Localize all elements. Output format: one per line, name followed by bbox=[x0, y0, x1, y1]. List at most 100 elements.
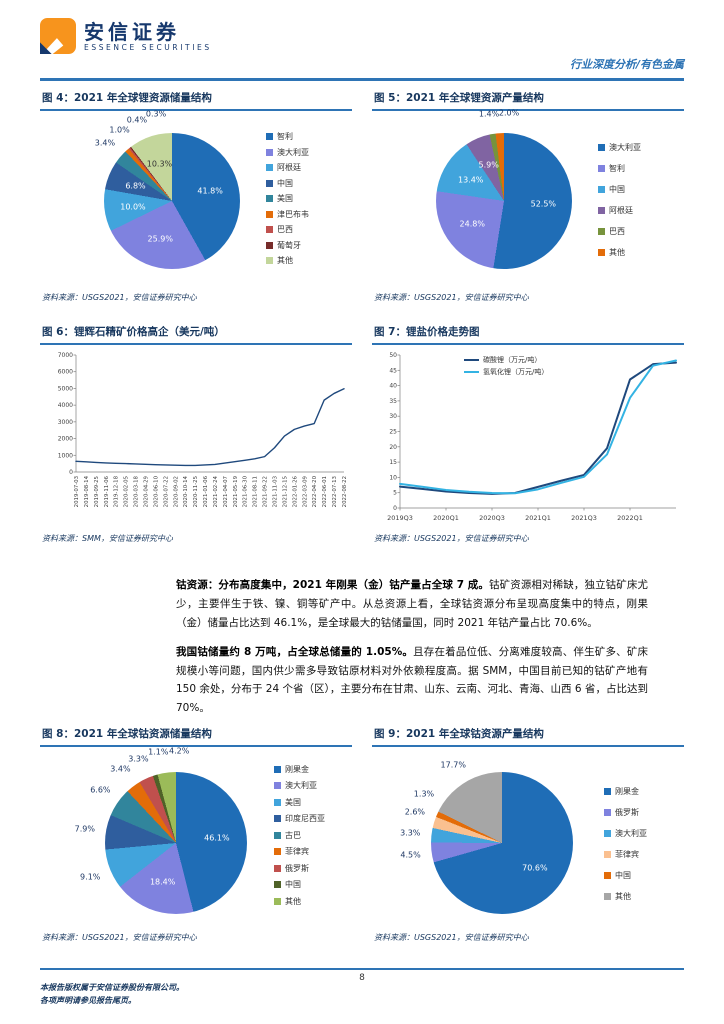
legend-item: 中国 bbox=[598, 179, 641, 200]
legend-item: 中国 bbox=[274, 877, 325, 894]
legend-label: 碳酸锂（万元/吨） bbox=[483, 356, 542, 364]
fig8-legend: 刚果金 澳大利亚 美国 印度尼西亚 古巴 菲律宾 俄罗斯 中国 其他 bbox=[274, 761, 325, 910]
axis-tick-label: 2022-01-26 bbox=[292, 475, 298, 507]
figure-5-title: 图 5：2021 年全球锂资源产量结构 bbox=[372, 88, 684, 111]
series-line bbox=[399, 359, 677, 495]
pie-slice-label: 24.8% bbox=[459, 219, 485, 229]
footer-line-2: 各项声明请参见报告尾页。 bbox=[40, 995, 136, 1005]
brand-block: 安信证券 ESSENCE SECURITIES bbox=[40, 18, 212, 54]
brand-name-en: ESSENCE SECURITIES bbox=[84, 42, 212, 52]
figure-8-pie-chart: 46.1% 18.4% 9.1% 7.9% 6.6% 3.4% 3.3% 1.1% 4.2% 刚果… bbox=[40, 746, 352, 929]
legend-item: 澳大利亚 bbox=[266, 145, 309, 161]
legend-item: 其他 bbox=[598, 242, 641, 263]
axis-tick-label: 2020Q1 bbox=[433, 514, 459, 522]
axis-tick-label: 2019-12-18 bbox=[114, 475, 120, 507]
pie-slice-label: 6.8% bbox=[125, 181, 146, 191]
axis-tick-label: 2019-07-03 bbox=[74, 476, 80, 507]
figure-6-block: 图 6：锂辉石精矿价格高企（美元/吨） 0 1000 2000 3000 4000 500… bbox=[40, 322, 352, 544]
legend-swatch-icon bbox=[266, 195, 273, 203]
legend-swatch-icon bbox=[598, 207, 605, 214]
essence-securities-logo-icon bbox=[40, 18, 76, 54]
pie-slice-label: 3.4% bbox=[94, 138, 116, 148]
legend-item: 刚果金 bbox=[604, 781, 647, 802]
figure-5-pie-chart: 52.5% 24.8% 13.4% 5.9% 1.4% 2.0% 澳大利亚 智利 中国 阿根廷 巴西… bbox=[372, 108, 684, 289]
legend-label: 其他 bbox=[277, 256, 293, 266]
legend-swatch-icon bbox=[598, 186, 605, 193]
paragraph-lead: 我国钴储量约 8 万吨，占全球总储量的 1.05%。 bbox=[176, 645, 414, 658]
legend-item: 美国 bbox=[266, 191, 309, 207]
figure-9-pie-chart: 70.6% 4.5% 3.3% 2.6% 1.3% 17.7% 刚果金 俄罗斯 澳大利亚 菲律宾中… bbox=[372, 747, 684, 929]
legend-item: 其他 bbox=[604, 886, 647, 907]
legend-item: 刚果金 bbox=[274, 761, 325, 778]
pie-slice-label: 1.1% bbox=[148, 747, 169, 757]
figure-7-source: 资料来源：USGS2021，安信证券研究中心 bbox=[374, 534, 529, 543]
legend-label: 印度尼西亚 bbox=[285, 814, 325, 824]
legend-label: 氢氧化锂（万元/吨） bbox=[483, 368, 549, 376]
footer-divider bbox=[40, 968, 684, 970]
legend-swatch-icon bbox=[266, 257, 273, 265]
axis-tick-label: 5 bbox=[393, 490, 397, 497]
legend-swatch-icon bbox=[266, 179, 273, 187]
axis-tick-label: 10 bbox=[389, 474, 397, 481]
axis-tick-label: 2022-06-01 bbox=[322, 476, 328, 507]
axis-tick-label: 2021-05-19 bbox=[233, 475, 239, 507]
fig8-pie bbox=[105, 772, 247, 914]
axis-tick-label: 45 bbox=[389, 367, 397, 374]
legend-item: 澳大利亚 bbox=[598, 137, 641, 158]
figure-7-title: 图 7：锂盐价格走势图 bbox=[372, 322, 684, 345]
legend-swatch-icon bbox=[604, 788, 611, 795]
legend-label: 智利 bbox=[609, 164, 625, 173]
legend-swatch-icon bbox=[266, 226, 273, 234]
legend-swatch-icon bbox=[274, 798, 281, 806]
axis-tick-label: 4000 bbox=[58, 402, 73, 409]
fig5-pie bbox=[436, 133, 572, 269]
legend-item: 巴西 bbox=[266, 222, 309, 238]
axis-tick-label: 20 bbox=[389, 444, 397, 451]
legend-label: 刚果金 bbox=[285, 764, 309, 774]
axis-tick-label: 2021-06-30 bbox=[243, 475, 249, 507]
pie-slice-label: 1.0% bbox=[109, 125, 130, 135]
axis-tick-label: 0 bbox=[69, 469, 73, 476]
legend-item: 澳大利亚 bbox=[604, 823, 647, 844]
pie-slice-label: 25.9% bbox=[147, 234, 173, 244]
axis-tick-label: 2021Q1 bbox=[525, 514, 551, 522]
legend-swatch-icon bbox=[598, 144, 605, 151]
legend-item: 碳酸锂（万元/吨） bbox=[464, 355, 548, 365]
axis-tick-label: 2020-04-29 bbox=[143, 475, 149, 507]
footer-disclaimer: 本报告版权属于安信证券股份有限公司。 各项声明请参见报告尾页。 bbox=[40, 982, 184, 1008]
legend-item: 俄罗斯 bbox=[604, 802, 647, 823]
legend-item: 葡萄牙 bbox=[266, 238, 309, 254]
pie-slice-label: 7.9% bbox=[74, 824, 95, 834]
pie-slice-label: 18.4% bbox=[149, 877, 176, 887]
pie-slice-label: 17.7% bbox=[440, 760, 466, 770]
page-number: 8 bbox=[359, 973, 365, 983]
figure-7-line-chart: 0 5 10 15 20 25 30 35 40 45 50 2019Q3 2020Q1 2020Q3 20… bbox=[372, 345, 684, 530]
paragraph-body: 钴矿资源相对稀缺，独立钴矿床尤少，主要伴生于铁、镍、铜等矿产中。从总资源上看，全… bbox=[176, 579, 648, 629]
pie-slice-label: 41.8% bbox=[197, 186, 223, 196]
legend-item: 菲律宾 bbox=[604, 844, 647, 865]
legend-label: 美国 bbox=[285, 797, 301, 807]
legend-label: 巴西 bbox=[277, 225, 293, 235]
legend-swatch-icon bbox=[598, 165, 605, 172]
axis-tick-label: 2020-07-22 bbox=[163, 476, 169, 507]
legend-label: 中国 bbox=[609, 185, 625, 194]
legend-swatch-icon bbox=[266, 241, 273, 249]
pie-slice-label: 5.9% bbox=[478, 160, 499, 170]
legend-label: 澳大利亚 bbox=[615, 829, 647, 838]
legend-swatch-icon bbox=[604, 809, 611, 816]
fig6-plot: 0 1000 2000 3000 4000 5000 6000 7000 2019-07-03 2… bbox=[58, 352, 348, 507]
pie-slice-label: 2.6% bbox=[404, 807, 426, 817]
fig9-pie bbox=[431, 772, 573, 914]
paragraph-lead: 钴资源：分布高度集中，2021 年刚果（金）钴产量占全球 7 成。 bbox=[176, 579, 489, 591]
pie-slice-label: 52.5% bbox=[530, 199, 557, 209]
figure-6-source: 资料来源：SMM，安信证券研究中心 bbox=[42, 534, 173, 543]
axis-tick-label: 2019-09-25 bbox=[94, 476, 100, 507]
pie-slice-label: 1.3% bbox=[413, 789, 435, 799]
legend-swatch-icon bbox=[266, 148, 273, 156]
axis-tick-label: 2019Q3 bbox=[387, 514, 413, 522]
pie-slice-label: 4.5% bbox=[400, 850, 421, 860]
axis-tick-label: 3000 bbox=[58, 419, 73, 426]
axis-tick-label: 2021Q3 bbox=[571, 514, 597, 522]
legend-swatch-icon bbox=[266, 164, 273, 172]
